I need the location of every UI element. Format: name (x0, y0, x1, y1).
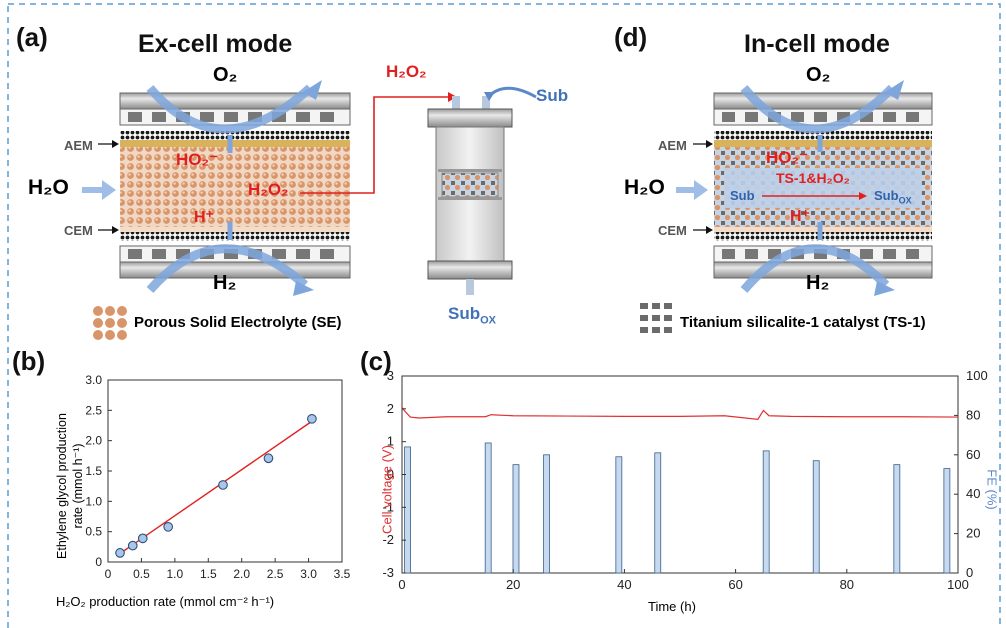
chart-c-ytick-right-label: 100 (966, 368, 988, 383)
h2-label-a: H₂ (213, 272, 236, 295)
chart-c-fe-bar (616, 457, 622, 573)
subox-label-d: SubOX (874, 188, 912, 206)
chart-c-ytick-left-label: -3 (382, 565, 394, 580)
chart-c-fe-bar (944, 469, 950, 573)
chart-c-xtick-label: 80 (840, 577, 854, 592)
chart-c-fe-bar (513, 465, 519, 573)
h2-label-d: H₂ (806, 272, 829, 295)
aem-membrane (120, 140, 350, 147)
chart-b-data-point (164, 523, 173, 532)
chart-b-ylabel-line1: Ethylene glycol production (54, 386, 70, 586)
chart-c-voltage-line (402, 407, 958, 419)
fixed-bed-reactor (428, 96, 512, 295)
ts1-h2o2-label: TS-1&H₂O₂ (776, 170, 850, 186)
h2o-inlet-arrow-d (676, 180, 708, 200)
chart-b-data-point (264, 454, 273, 463)
chart-b-ytick-label: 0.5 (85, 525, 102, 539)
aem-label-d: AEM (658, 138, 687, 153)
chart-c-xtick-label: 20 (506, 577, 520, 592)
chart-b-ytick-label: 3.0 (85, 373, 102, 387)
chart-c-ytick-right-label: 40 (966, 486, 980, 501)
chart-c-ytick-right-label: 80 (966, 407, 980, 422)
chart-b-data-point (128, 541, 137, 550)
cem-label-a: CEM (64, 223, 93, 238)
h2o-inlet-arrow (82, 180, 116, 200)
chart-c-fe-bar (763, 451, 769, 573)
chart-c-xlabel: Time (h) (648, 599, 696, 614)
chart-c-ytick-right-label: 60 (966, 447, 980, 462)
chart-c-fe-bar (544, 455, 550, 573)
chart-b-fit-line (120, 421, 312, 553)
h2o-label-d: H₂O (624, 176, 665, 200)
chart-b-data-point (308, 415, 317, 424)
chart-c-fe-bar (485, 443, 491, 573)
chart-b-xtick-label: 1.0 (167, 567, 184, 581)
in-cell-diagram (610, 55, 1000, 345)
chart-c-ylabel-left: Cell voltage (V) (380, 435, 395, 545)
chart-c-xtick-label: 0 (398, 577, 405, 592)
aem-label-a: AEM (64, 138, 93, 153)
chart-c-ytick-right-label: 20 (966, 526, 980, 541)
chart-c-fe-bar (405, 447, 411, 573)
sub-inlet-arrow (489, 88, 536, 97)
sub-label-d: Sub (730, 188, 755, 203)
chart-b-ytick-label: 2.0 (85, 434, 102, 448)
hplus-label-d: H⁺ (790, 206, 810, 226)
chart-c-ytick-left-label: 3 (387, 368, 394, 383)
h2o-label-a: H₂O (28, 176, 69, 200)
chart-b-data-point (219, 481, 228, 490)
panel-label-d: (d) (614, 22, 647, 53)
o2-label-d: O₂ (806, 64, 830, 87)
ts1-legend-label: Titanium silicalite-1 catalyst (TS-1) (680, 314, 926, 331)
chart-b-xtick-label: 3.5 (334, 567, 351, 581)
chart-b-data-point (116, 549, 125, 558)
chart-b-ylabel-line2: rate (mmol h⁻¹) (70, 386, 86, 586)
sub-label-reactor: Sub (536, 86, 568, 106)
chart-b-data-point (138, 534, 147, 543)
subox-label-reactor: SubOX (448, 304, 496, 326)
ho2-label-a: HO₂⁻ (176, 150, 218, 170)
panel-label-a: (a) (16, 22, 48, 53)
h2o2-label-reactor: H₂O₂ (386, 62, 427, 82)
se-legend-icon (93, 306, 127, 340)
chart-c-ytick-right-label: 0 (966, 565, 973, 580)
chart-b-xtick-label: 1.5 (200, 567, 217, 581)
hplus-label-a: H⁺ (194, 207, 214, 227)
chart-b-xtick-label: 0.5 (133, 567, 150, 581)
ho2-label-d: HO₂⁻ (766, 148, 808, 168)
chart-c-fe-bar (813, 461, 819, 573)
aem-membrane-d (714, 140, 932, 147)
chart-c-xtick-label: 40 (617, 577, 631, 592)
porous-solid-electrolyte (120, 147, 350, 227)
cem-label-d: CEM (658, 223, 687, 238)
h2o2-label-a: H₂O₂ (248, 180, 289, 200)
chart-c-ylabel-right: FE (%) (985, 460, 1000, 520)
se-legend-label: Porous Solid Electrolyte (SE) (134, 314, 342, 331)
chart-b-xtick-label: 0 (105, 567, 112, 581)
cem-membrane (120, 227, 350, 232)
chart-c-fe-bar (655, 453, 661, 573)
chart-b-xtick-label: 2.0 (233, 567, 250, 581)
chart-c-stability: 0 20 40 60 80 100 -3 -2 -1 0 1 2 3 0 20 40 60 80 100 (360, 358, 1000, 628)
chart-b-xlabel: H₂O₂ production rate (mmol cm⁻² h⁻¹) (56, 594, 274, 610)
chart-c-xtick-label: 60 (728, 577, 742, 592)
o2-label-a: O₂ (213, 64, 237, 87)
chart-b-ytick-label: 2.5 (85, 403, 102, 417)
chart-c-ytick-left-label: 2 (387, 401, 394, 416)
chart-b-ytick-label: 1.0 (85, 494, 102, 508)
chart-b-ytick-label: 1.5 (85, 464, 102, 478)
bottom-catalyst-layer (120, 232, 350, 241)
chart-b-xtick-label: 3.0 (300, 567, 317, 581)
chart-b-ylabel: Ethylene glycol production rate (mmol h⁻… (54, 386, 86, 586)
chart-c-fe-bar (894, 465, 900, 573)
chart-b-xtick-label: 2.5 (267, 567, 284, 581)
ts1-legend-icon (640, 303, 672, 333)
chart-b-ytick-label: 0 (95, 555, 102, 569)
